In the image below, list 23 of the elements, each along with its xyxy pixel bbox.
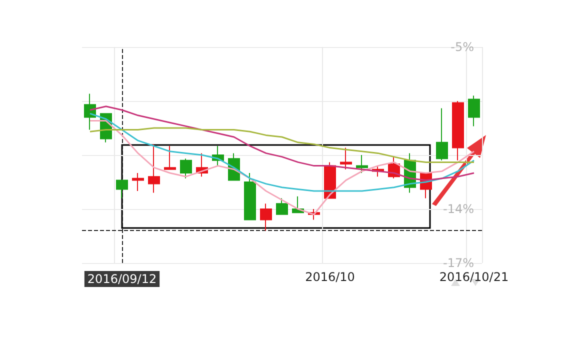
y-tick-label: -5%: [450, 40, 474, 54]
x-tick-label: 2016/10: [305, 270, 355, 284]
candlestick: [164, 146, 176, 170]
candlestick: [260, 203, 272, 232]
candlestick: [116, 180, 128, 199]
line-series: [89, 112, 475, 192]
line-series: [89, 127, 475, 163]
x-tick-label: 2016/09/12: [87, 272, 157, 286]
candlestick: [436, 108, 448, 161]
y-tick-label: -17%: [442, 256, 474, 270]
line-series: [89, 120, 475, 216]
candlestick: [452, 100, 464, 161]
x-tick-label: 2016/10/21: [439, 270, 509, 284]
candlestick: [468, 95, 480, 127]
candlestick: [148, 144, 160, 194]
candlestick: [276, 198, 288, 215]
candlestick: [180, 158, 192, 179]
candlestick: [356, 154, 368, 174]
y-tick-label: -14%: [442, 202, 474, 216]
candlestick: [244, 172, 256, 220]
candlestick: [132, 172, 144, 192]
line-series: [89, 106, 475, 181]
candlestick: [340, 147, 352, 170]
